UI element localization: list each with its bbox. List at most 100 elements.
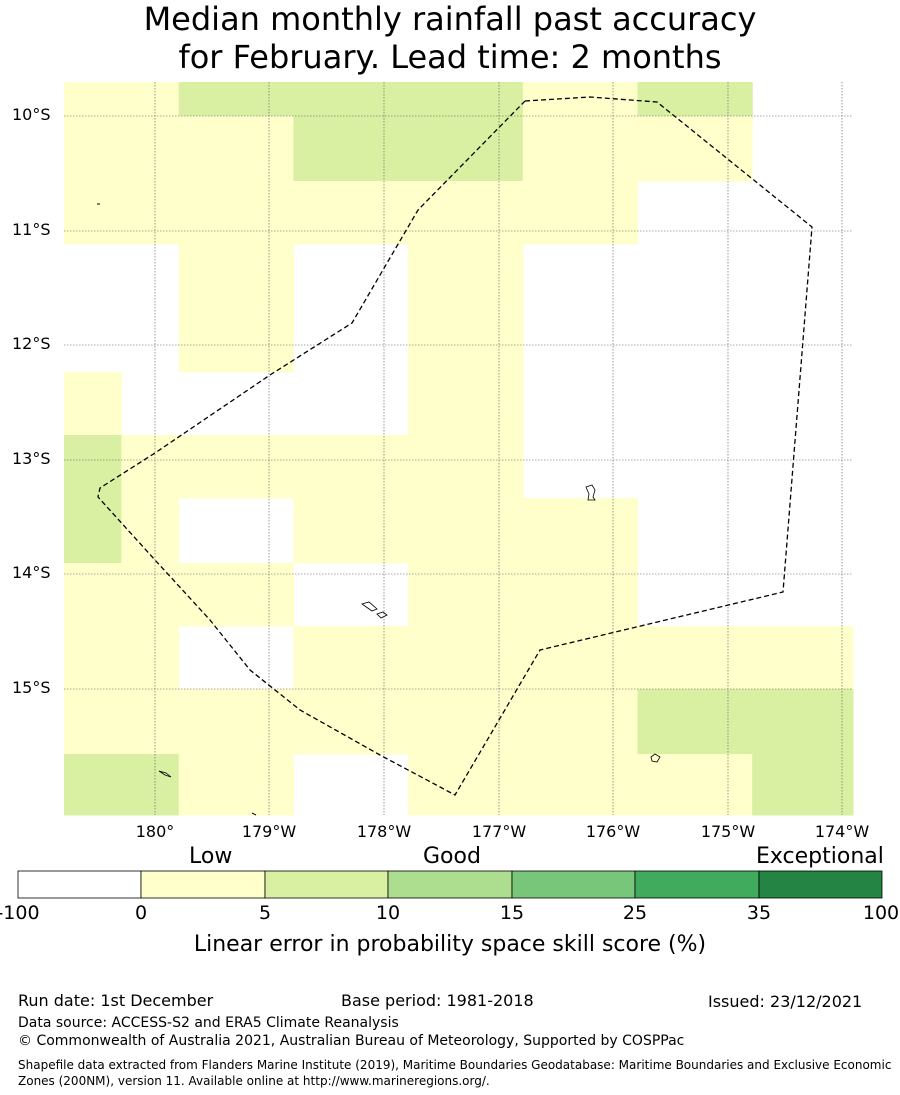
skill-cell	[465, 626, 524, 690]
base-period: Base period: 1981-2018	[341, 991, 534, 1010]
colorbar-segment	[511, 870, 636, 899]
skill-cell	[64, 498, 122, 564]
skill-cell	[637, 82, 696, 117]
lat-label-10s: 10°S	[12, 105, 51, 124]
skill-cell	[580, 754, 638, 816]
skill-cell	[465, 116, 524, 182]
colorbar-segment	[140, 870, 266, 899]
skill-cell	[809, 689, 854, 755]
skill-cell	[522, 563, 581, 627]
skill-cell	[522, 181, 581, 245]
skill-cell	[637, 116, 696, 182]
title-line-1: Median monthly rainfall past accuracy	[143, 0, 757, 38]
skill-cell	[178, 116, 237, 182]
skill-cell	[465, 372, 524, 436]
skill-cell	[752, 626, 811, 690]
skill-cell	[236, 754, 294, 816]
skill-cell	[293, 116, 352, 182]
shapefile-credit: Shapefile data extracted from Flanders M…	[18, 1058, 892, 1088]
skill-cell	[236, 563, 294, 627]
skill-cell	[580, 563, 638, 627]
skill-cell	[64, 754, 122, 816]
skill-cell	[408, 116, 466, 182]
data-source: Data source: ACCESS-S2 and ERA5 Climate …	[18, 1015, 399, 1031]
skill-cell	[350, 626, 409, 690]
skill-cell	[64, 82, 122, 117]
legend-tick: 5	[258, 902, 272, 924]
skill-cell	[522, 626, 581, 690]
copyright: © Commonwealth of Australia 2021, Austra…	[18, 1033, 685, 1049]
skill-cell	[178, 563, 237, 627]
skill-cell	[637, 689, 696, 755]
skill-cell	[293, 181, 352, 245]
skill-cell	[350, 116, 409, 182]
eez-boundary	[97, 96, 813, 796]
skill-cell	[121, 181, 180, 245]
skill-cell	[580, 498, 638, 564]
skill-cell	[236, 244, 294, 312]
colorbar-segment	[264, 870, 389, 899]
skill-cell	[580, 689, 638, 755]
lon-label-176w: 176°W	[585, 822, 641, 841]
chart-title: Median monthly rainfall past accuracy fo…	[0, 0, 900, 76]
skill-cell	[408, 244, 466, 312]
skill-cell	[236, 82, 294, 117]
skill-cell	[350, 498, 409, 564]
skill-cell	[64, 116, 122, 182]
skill-cell	[408, 563, 466, 627]
skill-cell	[522, 754, 581, 816]
skill-cell	[752, 689, 811, 755]
colorbar-segment	[634, 870, 760, 899]
skill-cell	[178, 689, 237, 755]
skill-cell	[465, 754, 524, 816]
island-tutuila	[361, 601, 378, 612]
legend-category-exceptional: Exceptional	[756, 844, 884, 869]
legend-colorbar	[17, 870, 883, 899]
skill-cell	[408, 435, 466, 499]
skill-cell	[408, 82, 466, 117]
lon-label-177w: 177°W	[471, 822, 527, 841]
legend-tick: -100	[0, 902, 40, 924]
legend-title: Linear error in probability space skill …	[193, 932, 707, 957]
island-small-1	[650, 753, 661, 763]
skill-cell	[350, 435, 409, 499]
skill-cell	[408, 498, 466, 564]
island-swains	[585, 484, 596, 501]
skill-cell	[236, 689, 294, 755]
skill-cell	[178, 82, 237, 117]
issued-date: Issued: 23/12/2021	[708, 992, 863, 1011]
skill-cell	[121, 626, 180, 690]
skill-cell	[465, 244, 524, 312]
legend-category-good: Good	[423, 844, 481, 869]
skill-cell	[465, 181, 524, 245]
legend-tick: 0	[134, 902, 148, 924]
skill-cell	[350, 689, 409, 755]
skill-cell	[580, 626, 638, 690]
title-line-2: for February. Lead time: 2 months	[178, 38, 722, 76]
skill-cell	[293, 435, 352, 499]
skill-cell	[64, 435, 122, 499]
lat-label-13s: 13°S	[12, 449, 51, 468]
lon-label-178w: 178°W	[356, 822, 412, 841]
skill-cell	[121, 82, 180, 117]
skill-cell	[121, 116, 180, 182]
skill-cell	[465, 689, 524, 755]
legend-category-low: Low	[189, 844, 233, 869]
skill-cell	[580, 82, 638, 117]
skill-cell	[121, 689, 180, 755]
lon-label-175w: 175°W	[700, 822, 756, 841]
skill-cell	[408, 181, 466, 245]
legend-tick: 35	[746, 902, 772, 924]
skill-cell	[64, 563, 122, 627]
skill-cell	[522, 116, 581, 182]
skill-cell	[408, 689, 466, 755]
colorbar-segment	[387, 870, 513, 899]
lat-label-14s: 14°S	[12, 563, 51, 582]
run-date: Run date: 1st December	[18, 991, 214, 1010]
skill-cell	[350, 82, 409, 117]
skill-cell	[809, 626, 854, 690]
legend-tick: 25	[622, 902, 648, 924]
legend-tick: 15	[499, 902, 525, 924]
skill-cell	[236, 181, 294, 245]
skill-cell	[293, 498, 352, 564]
